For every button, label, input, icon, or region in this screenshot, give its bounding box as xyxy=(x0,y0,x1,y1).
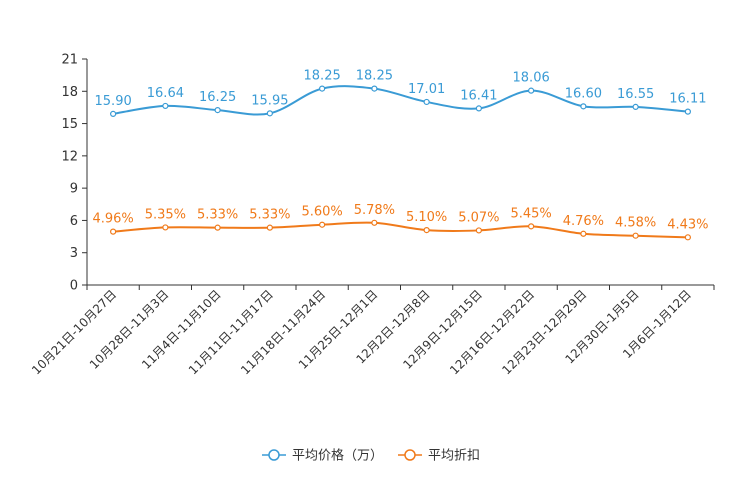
data-label: 16.25 xyxy=(199,90,236,105)
y-tick-label: 9 xyxy=(70,182,78,197)
data-point[interactable] xyxy=(371,219,378,226)
data-label: 5.10% xyxy=(406,210,447,225)
legend-marker-icon xyxy=(404,449,416,461)
data-point[interactable] xyxy=(475,227,482,234)
data-point[interactable] xyxy=(684,108,691,115)
legend-marker-icon xyxy=(268,449,280,461)
legend-item[interactable]: 平均折扣 xyxy=(398,449,480,464)
x-tick-label: 10月21日-10月27日 xyxy=(29,287,119,377)
legend[interactable]: 平均价格（万） 平均折扣 xyxy=(262,448,480,464)
data-label: 18.25 xyxy=(304,69,341,84)
data-label: 16.64 xyxy=(147,86,184,101)
data-point[interactable] xyxy=(423,98,430,106)
data-label: 4.43% xyxy=(667,217,708,232)
data-point[interactable] xyxy=(528,87,535,94)
data-point[interactable] xyxy=(319,85,326,92)
data-point[interactable] xyxy=(214,224,221,231)
legend-label: 平均折扣 xyxy=(428,449,480,464)
y-tick-label: 6 xyxy=(70,214,78,229)
data-label: 16.60 xyxy=(565,86,602,101)
data-label: 17.01 xyxy=(408,82,445,97)
data-point[interactable] xyxy=(162,224,169,231)
data-point[interactable] xyxy=(266,110,273,117)
data-point[interactable] xyxy=(110,228,117,235)
data-point[interactable] xyxy=(110,110,117,117)
data-label: 18.06 xyxy=(513,71,550,86)
data-label: 18.25 xyxy=(356,69,393,84)
data-label: 4.76% xyxy=(563,214,604,229)
data-label: 5.33% xyxy=(197,208,238,223)
data-point[interactable] xyxy=(475,105,482,112)
data-point[interactable] xyxy=(266,224,273,231)
data-point[interactable] xyxy=(580,103,587,110)
data-label: 15.95 xyxy=(251,93,288,108)
data-label: 5.45% xyxy=(510,206,551,221)
data-label: 5.33% xyxy=(249,208,290,223)
data-label: 4.58% xyxy=(615,216,656,231)
data-point[interactable] xyxy=(528,223,535,230)
legend-label: 平均价格（万） xyxy=(292,448,383,464)
legend-item[interactable]: 平均价格（万） xyxy=(262,448,383,464)
data-point[interactable] xyxy=(632,232,639,239)
y-tick-label: 0 xyxy=(70,279,78,294)
data-point[interactable] xyxy=(632,103,639,110)
series-avg-discount: 4.96% 5.35% 5.33% 5.33% 5.60% 5.78% 5.10% 5.07%… xyxy=(92,203,709,241)
series-line xyxy=(113,221,688,239)
data-point[interactable] xyxy=(580,230,587,237)
data-label: 5.35% xyxy=(145,207,186,222)
data-point[interactable] xyxy=(162,102,169,110)
data-label: 16.11 xyxy=(669,92,706,107)
data-label: 15.90 xyxy=(95,94,132,109)
data-label: 5.07% xyxy=(458,210,499,225)
data-label: 5.60% xyxy=(301,205,342,220)
data-point[interactable] xyxy=(214,107,221,114)
data-point[interactable] xyxy=(684,234,691,241)
y-tick-label: 21 xyxy=(61,53,78,68)
y-tick-label: 15 xyxy=(61,117,78,132)
data-label: 5.78% xyxy=(354,203,395,218)
data-label: 16.55 xyxy=(617,87,654,102)
data-label: 16.41 xyxy=(460,88,497,103)
y-tick-label: 3 xyxy=(70,246,78,261)
data-label: 4.96% xyxy=(92,212,133,227)
series-line xyxy=(112,85,688,116)
data-point[interactable] xyxy=(319,221,326,228)
data-point[interactable] xyxy=(371,85,378,92)
series-avg-price: 15.90 16.64 16.25 15.95 18.25 18.25 17.01 16.41… xyxy=(95,69,706,117)
y-tick-label: 18 xyxy=(61,85,78,100)
series-layer: 15.90 16.64 16.25 15.95 18.25 18.25 17.01 16.41… xyxy=(92,69,709,241)
data-point[interactable] xyxy=(423,227,430,234)
y-tick-label: 12 xyxy=(61,149,78,164)
